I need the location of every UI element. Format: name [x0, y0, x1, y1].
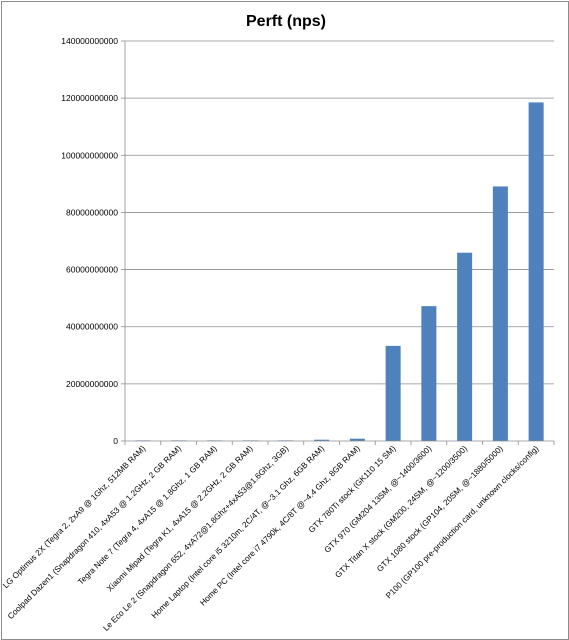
bar: [457, 252, 473, 441]
y-tick-label: 60000000000: [66, 265, 118, 275]
y-tick-label: 120000000000: [61, 93, 118, 103]
bar: [314, 439, 330, 441]
bar: [385, 345, 401, 441]
bar: [492, 186, 508, 441]
y-tick-label: 0: [113, 436, 118, 446]
y-tick-label: 80000000000: [66, 207, 118, 217]
x-category-label: Home Laptop (Intel core i5 3210m, 2C/4T,…: [150, 444, 326, 620]
y-tick-label: 140000000000: [61, 36, 118, 46]
x-category-label: GTX 1080 stock (GP104, 20SM, @~1880/5000…: [375, 444, 505, 574]
y-tick-label: 100000000000: [61, 150, 118, 160]
x-category-label: Coolpad Dazen1 (Snapdragon 410, 4xA53 @ …: [6, 444, 183, 621]
chart-title: Perft (nps): [246, 13, 326, 30]
bar: [349, 438, 365, 441]
y-tick-label: 40000000000: [66, 322, 118, 332]
bar: [528, 102, 544, 441]
y-tick-label: 20000000000: [66, 379, 118, 389]
bar: [421, 306, 437, 441]
x-category-label: GTX Titan X stock (GM200, 24SM, @~1200/3…: [333, 444, 469, 580]
